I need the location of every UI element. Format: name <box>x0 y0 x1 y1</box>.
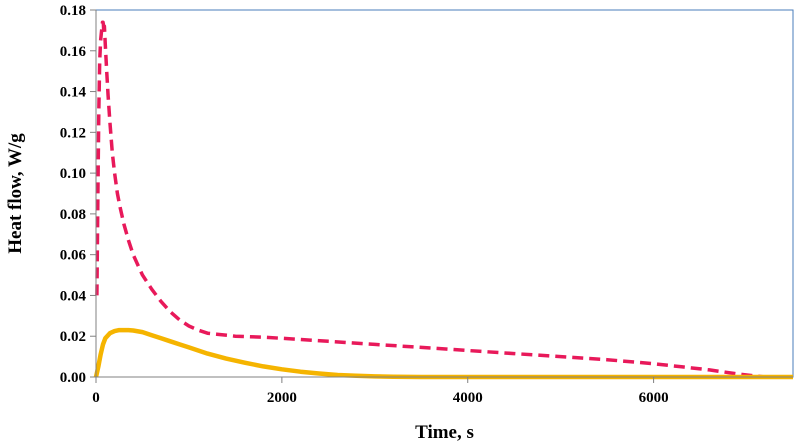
y-tick-label: 0.18 <box>60 3 86 19</box>
solid-series-line-1 <box>93 327 793 380</box>
y-tick-label: 0.12 <box>60 125 86 141</box>
x-axis-ticks: 0 2000 4000 6000 <box>92 377 669 406</box>
y-axis-ticks: 0.00 0.02 0.04 0.06 0.08 0.10 0.12 0.14 0.16 0.18 <box>60 3 96 386</box>
y-tick-label: 0.02 <box>60 329 86 345</box>
x-tick-label: 6000 <box>639 390 669 406</box>
y-tick-label: 0.14 <box>60 85 87 101</box>
y-tick-label: 0.06 <box>60 248 87 264</box>
y-axis-title: Heat flow, W/g <box>5 133 26 254</box>
x-tick-label: 0 <box>92 390 100 406</box>
x-tick-label: 2000 <box>267 390 297 406</box>
plot-area-frame <box>95 9 794 378</box>
x-axis-title: Time, s <box>415 422 474 443</box>
y-tick-label: 0.08 <box>60 207 86 223</box>
dashed-series-line-0 <box>95 20 793 379</box>
y-tick-label: 0.10 <box>60 166 86 182</box>
x-tick-label: 4000 <box>453 390 483 406</box>
series-layer <box>93 20 793 380</box>
y-tick-label: 0.00 <box>60 370 86 386</box>
y-tick-label: 0.16 <box>60 44 87 60</box>
y-tick-label: 0.04 <box>60 288 87 304</box>
